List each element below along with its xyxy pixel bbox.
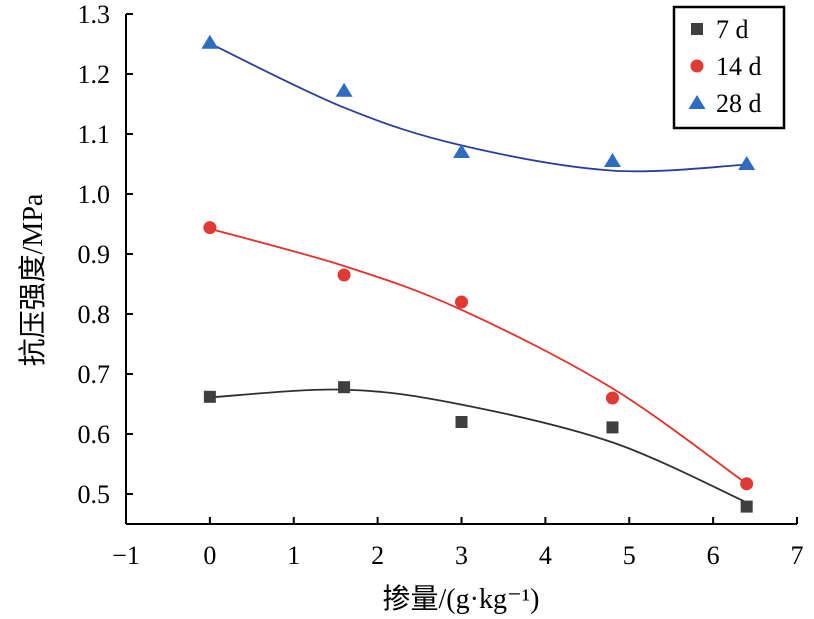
y-tick-label: 0.5 xyxy=(78,480,111,509)
x-tick-label: −1 xyxy=(112,541,140,570)
axes: −1 0 1 2 3 4 5 6 7 0.5 0.6 0.7 0.8 0.9 1.0 1.1 1.2 1.3 xyxy=(78,0,804,570)
legend-marker-28d xyxy=(688,95,706,109)
data-markers xyxy=(201,34,756,513)
point-7d xyxy=(606,421,619,434)
y-tick-label: 1.1 xyxy=(78,120,111,149)
point-7d xyxy=(455,416,468,428)
point-14d xyxy=(605,391,619,405)
point-28d xyxy=(335,82,353,97)
fit-line-28d xyxy=(209,42,747,173)
point-28d xyxy=(201,34,219,49)
y-tick-label: 1.3 xyxy=(78,0,111,29)
x-tick-label: 7 xyxy=(791,541,804,570)
x-tick-label: 5 xyxy=(623,541,636,570)
legend-label-28d: 28 d xyxy=(716,89,762,118)
x-tick-label: 3 xyxy=(455,541,468,570)
y-tick-label: 0.9 xyxy=(78,240,111,269)
y-axis-title: 抗压强度/MPa xyxy=(17,193,49,366)
y-tick-label: 0.8 xyxy=(78,300,111,329)
y-tick-label: 1.0 xyxy=(78,180,111,209)
legend: 7 d 14 d 28 d xyxy=(672,5,786,130)
point-14d xyxy=(740,477,754,491)
y-tick-label: 1.2 xyxy=(78,60,111,89)
x-tick-label: 0 xyxy=(203,541,216,570)
point-14d xyxy=(337,268,351,282)
fit-line-7d xyxy=(209,388,748,504)
y-tick-label: 0.6 xyxy=(78,420,111,449)
point-7d xyxy=(740,500,753,513)
x-tick-label: 2 xyxy=(371,541,384,570)
legend-marker-7d xyxy=(691,23,703,35)
x-tick-label: 6 xyxy=(707,541,720,570)
x-tick-label: 1 xyxy=(287,541,300,570)
point-28d xyxy=(738,156,756,170)
fit-curves xyxy=(209,42,748,504)
y-tick-label: 0.7 xyxy=(78,360,111,389)
point-28d xyxy=(603,153,621,167)
point-7d xyxy=(203,390,216,403)
point-7d xyxy=(338,381,351,394)
x-axis-title: 掺量/(g·kg⁻¹) xyxy=(383,583,540,615)
legend-marker-14d xyxy=(690,59,704,73)
legend-label-14d: 14 d xyxy=(716,52,762,81)
point-14d xyxy=(203,221,217,235)
fit-line-14d xyxy=(209,227,748,485)
point-28d xyxy=(453,144,470,158)
legend-label-7d: 7 d xyxy=(716,15,749,44)
x-tick-label: 4 xyxy=(539,541,552,570)
point-14d xyxy=(455,295,468,309)
